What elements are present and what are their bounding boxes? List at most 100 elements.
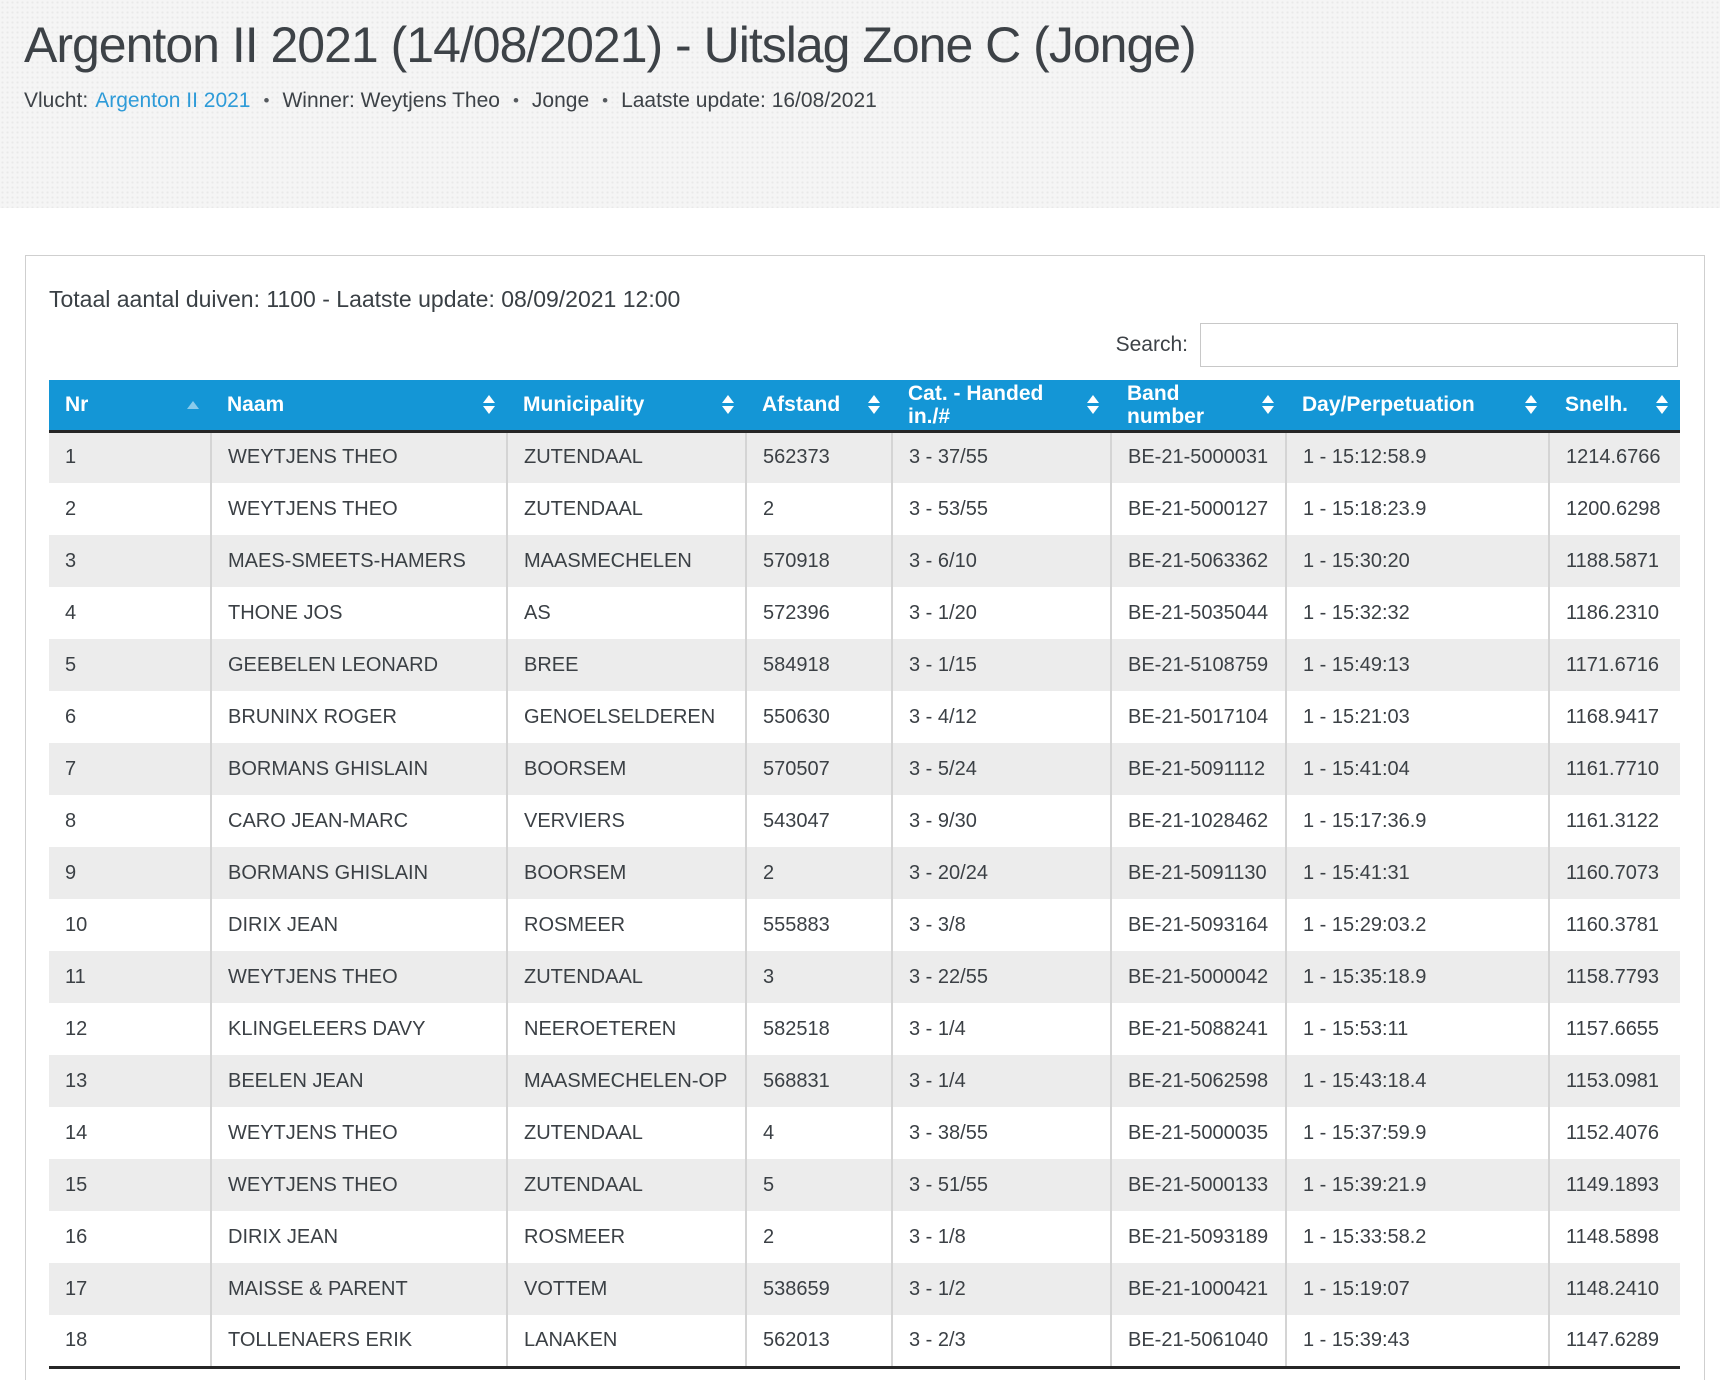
cell-nr: 1: [49, 431, 212, 483]
cell-cat-handed-in: 3 - 2/3: [892, 1315, 1112, 1369]
cell-naam: BEELEN JEAN: [211, 1055, 508, 1107]
table-body: 1 WEYTJENS THEO ZUTENDAAL 562373 3 - 37/55 BE…: [49, 431, 1680, 1369]
cell-municipality: ZUTENDAAL: [507, 951, 747, 1003]
sort-ascending-icon: [187, 400, 199, 409]
cell-snelh: 1149.1893: [1566, 1173, 1660, 1196]
col-header-day-perpetuation[interactable]: Day/Perpetuation: [1286, 380, 1549, 433]
vlucht-label: Vlucht:: [24, 89, 89, 112]
cell-afstand: 570507: [746, 743, 893, 795]
cell-band-number: BE-21-5000042: [1111, 951, 1287, 1003]
col-header-snelh[interactable]: Snelh.: [1549, 380, 1680, 433]
cell-band-number: BE-21-5000031: [1111, 431, 1287, 483]
cell-municipality: ZUTENDAAL: [507, 1107, 747, 1159]
cell-cat-handed-in: 3 - 1/4: [892, 1003, 1112, 1055]
cell-naam: MAISSE & PARENT: [211, 1263, 508, 1315]
cell-cat-handed-in: 3 - 1/4: [892, 1055, 1112, 1107]
col-header-afstand[interactable]: Afstand: [746, 380, 892, 433]
cell-cat-handed-in: 3 - 9/30: [892, 795, 1112, 847]
cell-snelh: 1161.3122: [1566, 809, 1660, 832]
cell-naam: DIRIX JEAN: [211, 899, 508, 951]
cell-naam: THONE JOS: [211, 587, 508, 639]
winner-text: Winner: Weytjens Theo: [282, 89, 500, 112]
cell-band-number: BE-21-5093189: [1111, 1211, 1287, 1263]
cell-naam: TOLLENAERS ERIK: [211, 1315, 508, 1369]
cell-municipality: NEEROETEREN: [507, 1003, 747, 1055]
table-row: 13 BEELEN JEAN MAASMECHELEN-OP 568831 3 - 1/…: [49, 1055, 1680, 1107]
cell-band-number: BE-21-5000035: [1111, 1107, 1287, 1159]
cell-afstand: 562373: [746, 431, 893, 483]
sort-both-icon: [868, 395, 880, 415]
cell-afstand: 2: [746, 483, 893, 535]
cell-band-number: BE-21-1000421: [1111, 1263, 1287, 1315]
cell-afstand: 568831: [746, 1055, 893, 1107]
col-header-nr[interactable]: Nr: [49, 380, 211, 433]
search-input[interactable]: [1200, 323, 1678, 367]
cell-municipality: ROSMEER: [507, 1211, 747, 1263]
table-row: 16 DIRIX JEAN ROSMEER 2 3 - 1/8 BE-21-5093189…: [49, 1211, 1680, 1263]
cell-snelh: 1160.3781: [1566, 913, 1660, 936]
cell-snelh: 1188.5871: [1566, 549, 1660, 572]
cell-afstand: 4: [746, 1107, 893, 1159]
table-row: 12 KLINGELEERS DAVY NEEROETEREN 582518 3 - 1…: [49, 1003, 1680, 1055]
cell-municipality: ROSMEER: [507, 899, 747, 951]
cell-naam: BORMANS GHISLAIN: [211, 847, 508, 899]
col-header-naam[interactable]: Naam: [211, 380, 507, 433]
cell-snelh: 1168.9417: [1566, 705, 1660, 728]
sort-both-icon: [722, 395, 734, 415]
cell-day-perpetuation: 1 - 15:43:18.4: [1286, 1055, 1550, 1107]
cell-band-number: BE-21-5035044: [1111, 587, 1287, 639]
cell-afstand: 555883: [746, 899, 893, 951]
cell-naam: DIRIX JEAN: [211, 1211, 508, 1263]
cell-day-perpetuation: 1 - 15:17:36.9: [1286, 795, 1550, 847]
cell-band-number: BE-21-5062598: [1111, 1055, 1287, 1107]
col-header-band-number[interactable]: Band number: [1111, 380, 1286, 433]
table-row: 15 WEYTJENS THEO ZUTENDAAL 5 3 - 51/55 BE-21-…: [49, 1159, 1680, 1211]
vlucht-link[interactable]: Argenton II 2021: [95, 89, 251, 112]
cell-afstand: 572396: [746, 587, 893, 639]
cell-naam: BORMANS GHISLAIN: [211, 743, 508, 795]
table-row: 9 BORMANS GHISLAIN BOORSEM 2 3 - 20/24 BE-21-…: [49, 847, 1680, 899]
cell-day-perpetuation: 1 - 15:37:59.9: [1286, 1107, 1550, 1159]
cell-afstand: 2: [746, 1211, 893, 1263]
cell-naam: MAES-SMEETS-HAMERS: [211, 535, 508, 587]
cell-band-number: BE-21-5061040: [1111, 1315, 1287, 1369]
table-row: 8 CARO JEAN-MARC VERVIERS 543047 3 - 9/30 BE-…: [49, 795, 1680, 847]
cell-cat-handed-in: 3 - 6/10: [892, 535, 1112, 587]
cell-day-perpetuation: 1 - 15:39:21.9: [1286, 1159, 1550, 1211]
cell-naam: WEYTJENS THEO: [211, 483, 508, 535]
table-row: 17 MAISSE & PARENT VOTTEM 538659 3 - 1/2 BE-2…: [49, 1263, 1680, 1315]
cell-naam: WEYTJENS THEO: [211, 431, 508, 483]
table-row: 11 WEYTJENS THEO ZUTENDAAL 3 3 - 22/55 BE-21-…: [49, 951, 1680, 1003]
cell-nr: 13: [49, 1055, 212, 1107]
table-row: 7 BORMANS GHISLAIN BOORSEM 570507 3 - 5/24 BE…: [49, 743, 1680, 795]
cell-cat-handed-in: 3 - 1/15: [892, 639, 1112, 691]
cell-nr: 6: [49, 691, 212, 743]
cell-snelh: 1152.4076: [1566, 1121, 1660, 1144]
cell-day-perpetuation: 1 - 15:19:07: [1286, 1263, 1550, 1315]
table-row: 10 DIRIX JEAN ROSMEER 555883 3 - 3/8 BE-21-50…: [49, 899, 1680, 951]
sort-both-icon: [483, 395, 495, 415]
cell-naam: WEYTJENS THEO: [211, 1159, 508, 1211]
cell-day-perpetuation: 1 - 15:49:13: [1286, 639, 1550, 691]
totals-summary: Totaal aantal duiven: 1100 - Laatste upd…: [49, 286, 681, 312]
search-row: Search:: [49, 323, 1678, 367]
cell-municipality: BOORSEM: [507, 847, 747, 899]
cell-snelh: 1148.2410: [1566, 1277, 1660, 1300]
col-header-municipality[interactable]: Municipality: [507, 380, 746, 433]
cell-afstand: 550630: [746, 691, 893, 743]
col-header-cat-handed-in[interactable]: Cat. - Handed in./#: [892, 380, 1111, 433]
cell-naam: WEYTJENS THEO: [211, 951, 508, 1003]
page-title: Argenton II 2021 (14/08/2021) - Uitslag …: [24, 17, 1197, 73]
cell-afstand: 543047: [746, 795, 893, 847]
cell-nr: 2: [49, 483, 212, 535]
cell-cat-handed-in: 3 - 1/20: [892, 587, 1112, 639]
cell-snelh: 1214.6766: [1566, 446, 1661, 469]
cell-snelh: 1153.0981: [1566, 1069, 1660, 1092]
cell-day-perpetuation: 1 - 15:39:43: [1286, 1315, 1550, 1369]
cell-snelh: 1186.2310: [1566, 601, 1660, 624]
sort-both-icon: [1087, 395, 1099, 415]
cell-snelh: 1157.6655: [1566, 1017, 1660, 1040]
cell-municipality: MAASMECHELEN-OP: [507, 1055, 747, 1107]
cell-nr: 11: [49, 951, 212, 1003]
sort-both-icon: [1262, 395, 1274, 415]
